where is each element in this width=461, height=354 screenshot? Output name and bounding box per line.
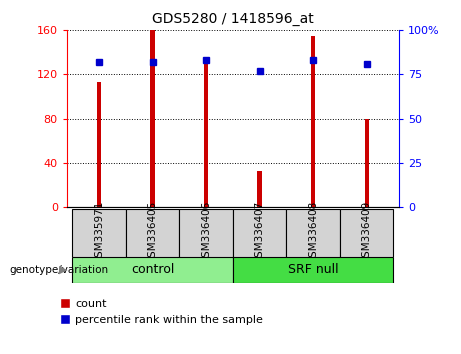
Text: genotype/variation: genotype/variation (9, 265, 108, 275)
Bar (233, 257, 393, 283)
Bar (179, 209, 233, 257)
Bar (150, 30, 154, 207)
Text: GSM335971: GSM335971 (94, 201, 104, 264)
Text: SRF null: SRF null (288, 263, 338, 276)
Bar (257, 171, 262, 207)
Title: GDS5280 / 1418596_at: GDS5280 / 1418596_at (152, 12, 313, 26)
Text: GSM336409: GSM336409 (361, 201, 372, 264)
Bar (126, 209, 179, 257)
Text: GSM336406: GSM336406 (201, 201, 211, 264)
Bar (286, 209, 340, 257)
Bar (72, 257, 233, 283)
Bar (365, 119, 369, 207)
Bar (204, 63, 208, 207)
Bar (233, 209, 286, 257)
Bar (97, 82, 101, 207)
Text: GSM336405: GSM336405 (148, 201, 158, 264)
Text: GSM336407: GSM336407 (254, 201, 265, 264)
Text: GSM336408: GSM336408 (308, 201, 318, 264)
Text: ▶: ▶ (59, 265, 67, 275)
Bar (72, 209, 126, 257)
Bar (340, 209, 393, 257)
Text: control: control (131, 263, 174, 276)
Bar (311, 36, 315, 207)
Legend: count, percentile rank within the sample: count, percentile rank within the sample (61, 299, 263, 325)
